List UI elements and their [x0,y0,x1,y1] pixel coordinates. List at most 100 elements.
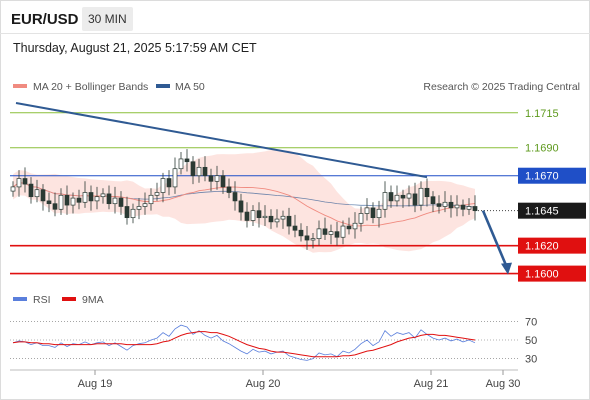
candle-body [202,166,208,177]
candle-body [262,215,268,219]
x-tick-label-0: Aug 19 [78,378,113,390]
candle-body [52,203,58,210]
level-label-5: 1.1600 [525,269,559,281]
candle-body [334,231,340,238]
candle-body [268,215,274,223]
level-label-3: 1.1645 [525,206,559,218]
legend-swatch-ma50 [156,84,170,88]
level-label-bg-2 [518,167,586,184]
x-tick-label-1: Aug 20 [246,378,281,390]
x-tick-label-3: Aug 30 [486,378,521,390]
legend-label-rsi: RSI [33,294,51,306]
candle-body [70,197,76,206]
candle-body [436,203,442,207]
candle-body [250,210,256,221]
candle-body [376,208,382,219]
candle-body [232,192,238,202]
candle-body [364,207,370,214]
candle-body [466,206,472,210]
legend-swatch-ma20 [13,84,27,88]
candle-body [274,218,280,223]
rsi-panel: 70 50 30 [10,316,537,366]
candle-body [358,213,364,224]
rsi-ma9-line [12,331,476,358]
candle-body [370,207,376,219]
candle-body [418,187,424,206]
projection-arrow-head [501,262,512,275]
level-label-2: 1.1670 [525,171,559,183]
timeframe-badge[interactable]: 30 MIN [82,7,133,31]
candle-body [190,161,196,177]
x-tick-label-2: Aug 21 [414,378,449,390]
candle-body [256,210,262,219]
candle-body [178,158,184,170]
candle-body [94,196,100,202]
candle-body [382,192,388,210]
candle-body [244,211,250,221]
candle-body [220,175,226,188]
level-label-4: 1.1620 [525,241,559,253]
candle-body [22,178,28,185]
candle-body [40,189,46,202]
candle-body [406,193,412,199]
candle-body [460,204,466,210]
legend-label-9ma: 9MA [82,294,104,306]
candle-body [394,194,400,202]
candle-body [76,197,82,203]
candle-body [184,158,190,163]
candle-body [352,222,358,230]
candle-body [160,178,166,193]
candle-body [28,183,34,198]
candle-body [154,192,160,196]
candle-body [424,187,430,198]
candle-body [292,225,298,231]
candle-body [454,204,460,209]
candle-body [316,228,322,239]
legend-swatch-rsi [13,297,27,301]
candle-body [286,215,292,227]
candle-body [172,168,178,188]
candle-body [34,189,40,198]
candle-body [238,200,244,213]
level-label-0: 1.1715 [525,108,559,120]
candle-body [88,192,94,202]
candle-body [226,186,232,193]
level-label-1: 1.1690 [525,143,559,155]
bollinger-band [13,149,475,253]
candle-body [208,175,214,182]
bollinger-band-fill [13,149,475,253]
candle-body [166,178,172,188]
candle-body [58,194,64,210]
candle-body [304,235,310,241]
candle-body [388,192,394,202]
candle-body [148,194,154,205]
candle-body [130,208,136,219]
projection-arrow-shaft [481,210,509,269]
candle-body [112,197,118,205]
candle-body [214,175,220,182]
rsi-tick-30: 30 [525,354,537,366]
level-label-bg-5 [518,265,586,282]
candle-body [472,206,478,212]
candle-body [328,231,334,235]
instrument-title: EUR/USD [11,11,79,28]
candles [10,149,478,250]
candle-body [280,215,286,220]
candle-body [106,193,112,205]
candle-body [64,194,70,206]
candle-body [142,203,148,207]
candle-body [16,178,22,188]
candle-body [196,166,202,177]
candle-body [46,200,52,205]
header-divider [0,33,590,34]
legend-swatch-9ma [62,297,76,301]
candle-body [310,238,316,241]
chart-datetime: Thursday, August 21, 2025 5:17:59 AM CET [13,41,257,55]
candle-body [442,201,448,207]
candle-body [10,186,16,192]
rsi-tick-70: 70 [525,316,537,328]
candle-body [124,206,130,219]
level-label-bg-3 [518,202,586,219]
candle-body [82,192,88,203]
